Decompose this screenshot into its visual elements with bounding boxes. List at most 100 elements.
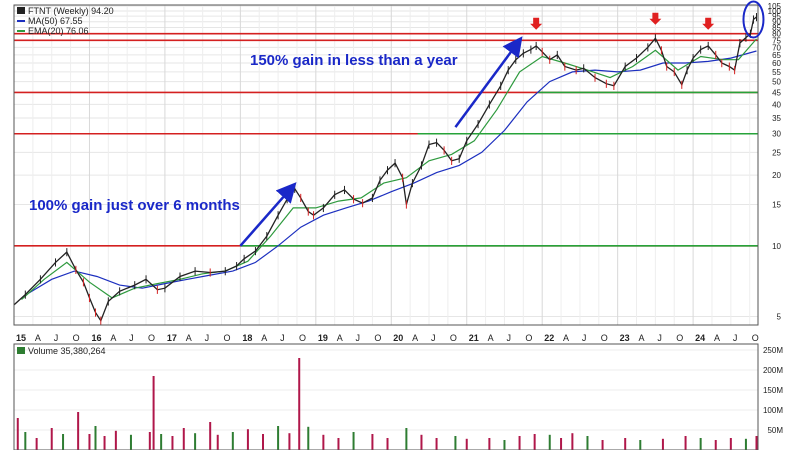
x-tick-label: O	[224, 333, 231, 343]
price-tick-label: 40	[772, 100, 781, 109]
x-tick-label: O	[601, 333, 608, 343]
price-plot-border	[13, 4, 759, 326]
price-panel: 1051009590858075706560555045403530252015…	[13, 2, 782, 326]
annotation-100-gain: 100% gain just over 6 months	[29, 197, 240, 214]
legend-ema20-label: EMA(20) 76.06	[28, 26, 89, 36]
volume-bar	[639, 440, 642, 450]
price-tick-label: 15	[772, 200, 781, 209]
volume-tick-label: 200M	[763, 366, 783, 375]
volume-bar	[50, 428, 53, 450]
volume-tick-label: 250M	[763, 346, 783, 355]
blue-arrow	[239, 182, 297, 247]
x-tick-label: O	[752, 333, 759, 343]
volume-label: Volume 35,380,264	[28, 346, 106, 356]
volume-bar	[684, 436, 687, 450]
x-tick-label: A	[639, 333, 645, 343]
volume-tick-label: 50M	[767, 426, 783, 435]
x-tick-label: O	[525, 333, 532, 343]
x-tick-label: 19	[318, 333, 328, 343]
volume-bar	[246, 429, 249, 450]
price-tick-label: 105	[768, 2, 782, 11]
x-tick-label: A	[563, 333, 569, 343]
price-tick-label: 35	[772, 114, 781, 123]
volume-bar	[337, 438, 340, 450]
volume-panel: 250M 200M 150M 100M 50M	[13, 343, 783, 450]
ema20-line	[21, 38, 757, 301]
x-tick-label: O	[73, 333, 80, 343]
volume-bar	[277, 426, 280, 450]
x-tick-label: J	[129, 333, 134, 343]
volume-bar	[454, 436, 457, 450]
volume-bar	[744, 438, 747, 450]
x-tick-label: O	[676, 333, 683, 343]
ticker-label: FTNT (Weekly) 94.20	[28, 6, 114, 16]
volume-bar	[77, 412, 80, 450]
volume-bar	[405, 428, 408, 450]
volume-y-axis: 250M 200M 150M 100M 50M	[763, 346, 783, 435]
volume-bar	[262, 434, 265, 450]
x-tick-label: A	[110, 333, 116, 343]
volume-bar	[548, 434, 551, 450]
price-tick-label: 85	[772, 24, 781, 33]
volume-bar	[94, 426, 97, 450]
volume-bar	[62, 434, 65, 450]
price-tick-label: 95	[772, 12, 781, 21]
volume-bar	[160, 434, 163, 450]
price-tick-label: 90	[772, 18, 781, 27]
x-tick-label: 24	[695, 333, 705, 343]
volume-bar	[231, 432, 234, 450]
x-tick-label: A	[261, 333, 267, 343]
price-tick-label: 50	[772, 78, 781, 87]
x-tick-label: O	[374, 333, 381, 343]
red-down-arrow-marker	[702, 17, 715, 30]
price-tick-label: 45	[772, 88, 781, 97]
volume-bar	[503, 440, 506, 450]
x-tick-label: J	[54, 333, 59, 343]
volume-bar	[601, 440, 604, 450]
x-tick-label: A	[488, 333, 494, 343]
x-tick-label: O	[450, 333, 457, 343]
blue-arrow	[454, 36, 523, 128]
price-tick-label: 20	[772, 171, 781, 180]
price-highlight-circle	[742, 0, 765, 39]
red-markers	[530, 12, 715, 30]
volume-bar	[24, 432, 27, 450]
x-tick-label: J	[205, 333, 210, 343]
price-tick-label: 10	[772, 242, 781, 251]
x-tick-label: 21	[469, 333, 479, 343]
volume-bar	[307, 426, 310, 450]
volume-bar	[148, 432, 151, 450]
price-tick-label: 100	[768, 7, 782, 16]
price-tick-label: 75	[772, 36, 781, 45]
x-tick-label: A	[412, 333, 418, 343]
x-tick-label: O	[299, 333, 306, 343]
x-tick-label: J	[506, 333, 511, 343]
x-tick-label: J	[280, 333, 285, 343]
x-tick-label: 23	[620, 333, 630, 343]
horizontal-lines	[14, 32, 758, 247]
volume-legend: Volume 35,380,264	[17, 346, 106, 356]
x-tick-label: 17	[167, 333, 177, 343]
annotation-150-gain: 150% gain in less than a year	[250, 52, 458, 69]
volume-bar	[182, 428, 185, 450]
x-tick-label: A	[35, 333, 41, 343]
price-y-axis: 1051009590858075706560555045403530252015…	[768, 2, 782, 322]
x-tick-label: J	[356, 333, 361, 343]
volume-bar	[298, 358, 301, 450]
volume-bar	[129, 434, 132, 450]
x-tick-label: 20	[393, 333, 403, 343]
volume-bar	[518, 436, 521, 450]
x-tick-label: A	[714, 333, 720, 343]
volume-bar	[88, 434, 91, 450]
x-tick-label: 18	[242, 333, 252, 343]
volume-plot-border	[13, 343, 759, 450]
volume-bar	[533, 434, 536, 450]
volume-bar	[209, 422, 212, 450]
volume-bar	[103, 436, 106, 450]
volume-bar	[420, 434, 423, 450]
price-tick-label: 5	[777, 312, 782, 321]
volume-bar	[288, 433, 291, 450]
ma50-line	[28, 50, 757, 294]
volume-bar	[322, 434, 325, 450]
